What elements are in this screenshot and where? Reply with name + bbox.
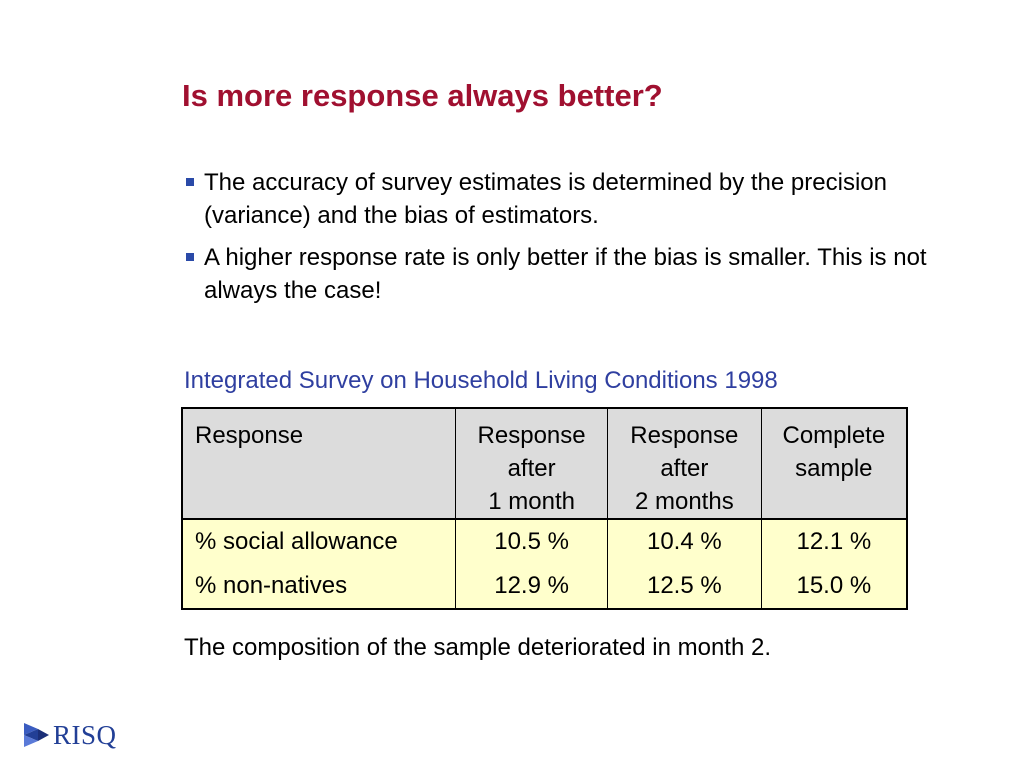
table-row: % social allowance 10.5 % 10.4 % 12.1 %: [182, 519, 907, 564]
header-line: Response: [195, 422, 304, 449]
data-table: Response Response after 1 month Response…: [181, 407, 908, 610]
header-line: 2 months: [634, 488, 734, 515]
table-header-row: Response Response after 1 month Response…: [182, 408, 907, 520]
table-cell: 10.5 %: [455, 519, 608, 564]
header-line: sample: [795, 455, 873, 482]
header-line: after: [660, 455, 709, 482]
square-bullet-icon: [186, 253, 194, 261]
table-cell: % social allowance: [182, 519, 456, 564]
header-line: Complete: [782, 422, 886, 449]
header-line: 1 month: [488, 488, 575, 515]
table-header-cell: Response: [182, 408, 456, 520]
header-line: Response: [477, 422, 586, 449]
table-header-cell: Response after 1 month: [455, 408, 608, 520]
table-cell: 12.1 %: [760, 519, 907, 564]
table-header-cell: Complete sample: [760, 408, 907, 520]
header-line: after: [507, 455, 556, 482]
slide-title: Is more response always better?: [182, 78, 663, 113]
risq-logo: RISQ: [22, 718, 117, 752]
risq-logo-icon: [24, 723, 49, 747]
table-caption: Integrated Survey on Household Living Co…: [184, 367, 778, 394]
footnote: The composition of the sample deteriorat…: [184, 634, 771, 661]
square-bullet-icon: [186, 178, 194, 186]
table-cell: 15.0 %: [760, 564, 907, 609]
bullet-item: The accuracy of survey estimates is dete…: [184, 166, 984, 232]
logo-text: RISQ: [53, 719, 117, 750]
bullet-text: A higher response rate is only better if…: [204, 244, 927, 304]
table-cell: % non-natives: [182, 564, 456, 609]
table-cell: 12.9 %: [455, 564, 608, 609]
header-line: Response: [630, 422, 739, 449]
table-cell: 12.5 %: [606, 564, 762, 609]
table-row: % non-natives 12.9 % 12.5 % 15.0 %: [182, 564, 907, 609]
bullet-text: The accuracy of survey estimates is dete…: [204, 169, 887, 229]
table-cell: 10.4 %: [606, 519, 762, 564]
table-header-cell: Response after 2 months: [606, 408, 762, 520]
bullet-list: The accuracy of survey estimates is dete…: [184, 166, 984, 316]
bullet-item: A higher response rate is only better if…: [184, 241, 984, 307]
